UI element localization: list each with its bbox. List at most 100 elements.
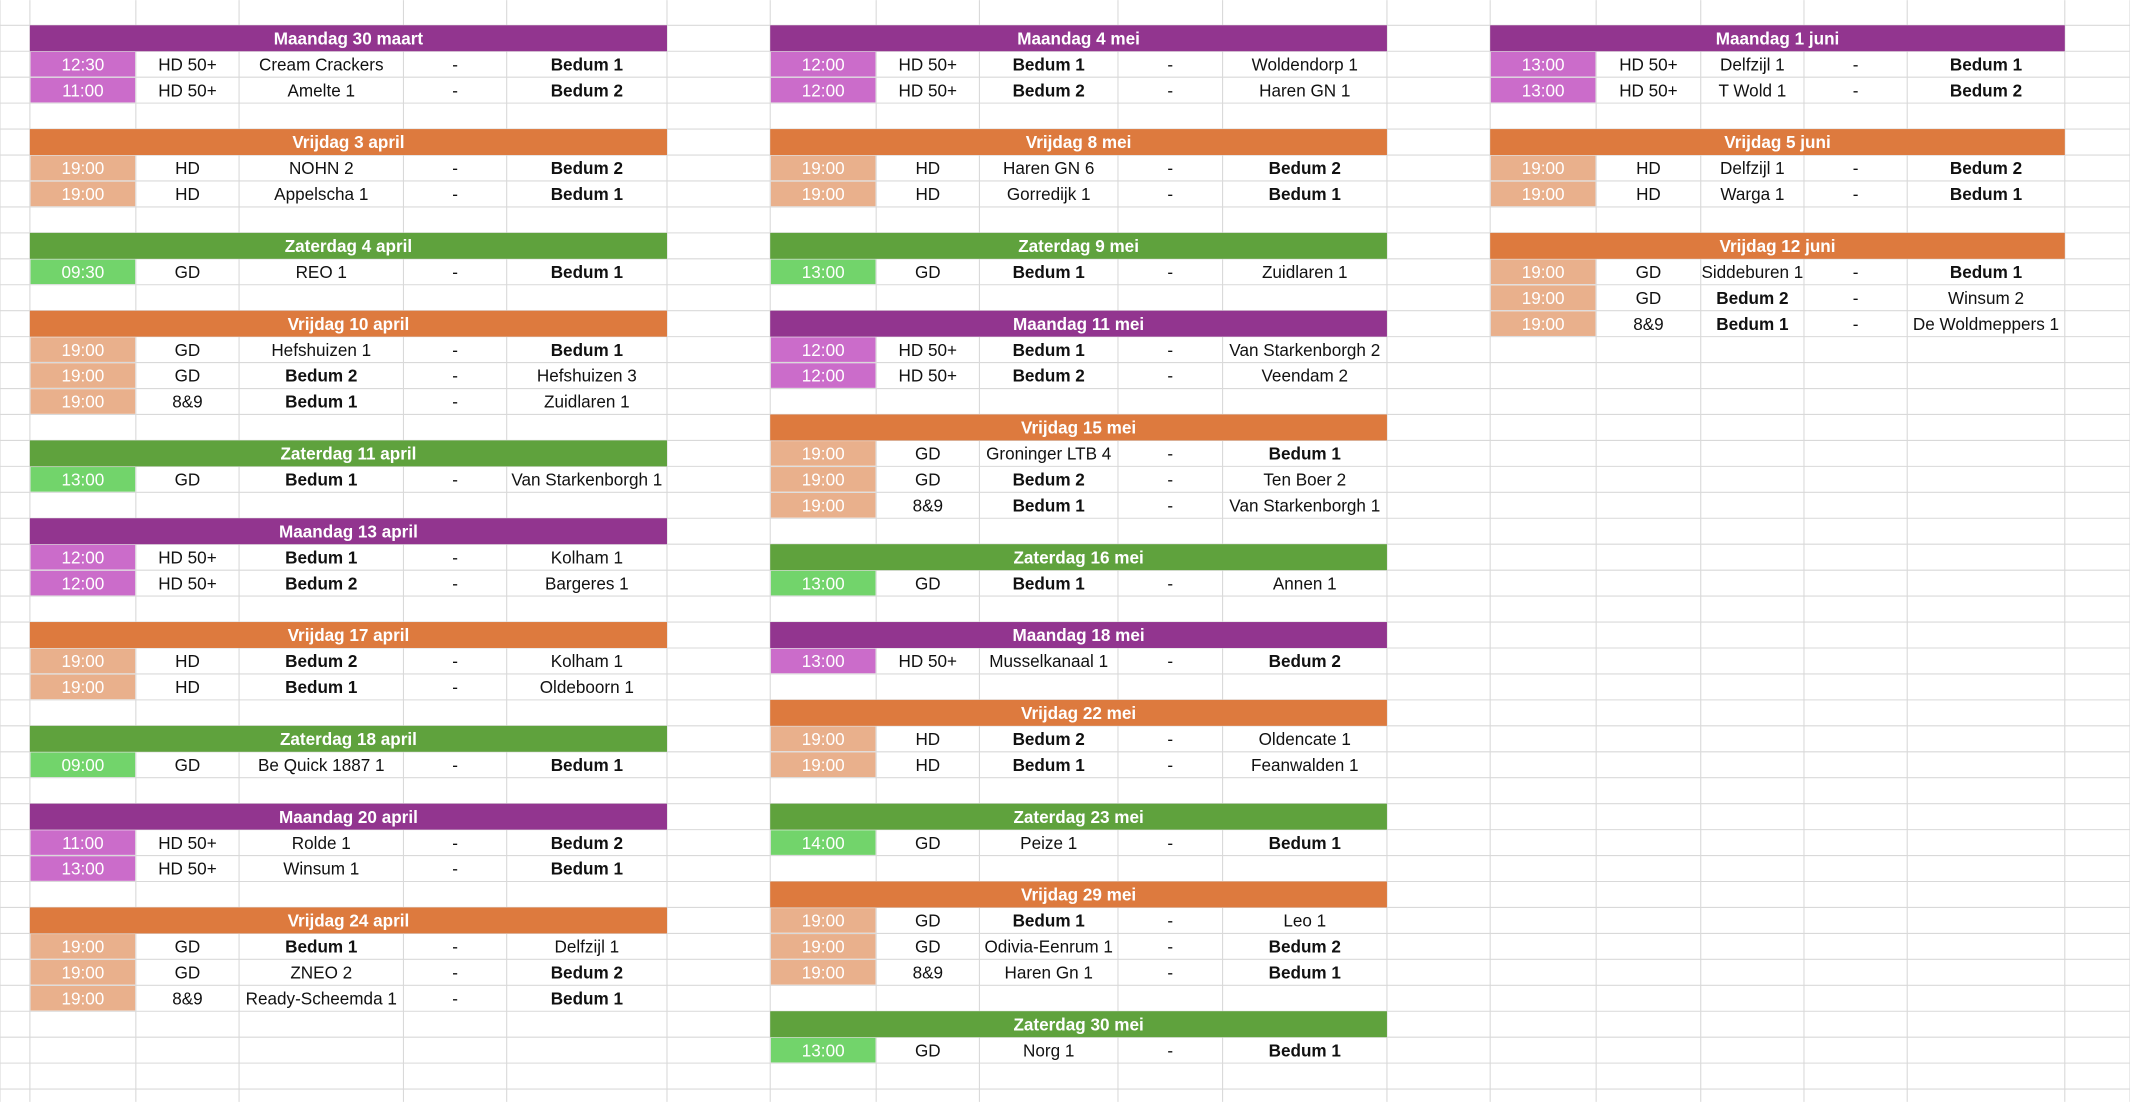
match-category: GD (915, 938, 941, 957)
match-category: GD (175, 367, 201, 386)
away-team: Ten Boer 2 (1263, 471, 1346, 490)
separator: - (1167, 652, 1173, 671)
match-category: HD (175, 159, 200, 178)
away-team: Bedum 2 (551, 963, 623, 982)
home-team: Norg 1 (1023, 1041, 1074, 1060)
match-time: 13:00 (802, 574, 845, 593)
match-time: 12:00 (802, 81, 845, 100)
home-team: Bedum 1 (1013, 756, 1086, 775)
day-header (1490, 232, 2065, 259)
match-time: 19:00 (802, 445, 845, 464)
home-team: Musselkanaal 1 (989, 652, 1108, 671)
day-header (29, 907, 667, 934)
match-row: 19:00 HD Delfzijl 1 - Bedum 2 (1490, 155, 2022, 181)
time-cell (30, 259, 136, 285)
day-title: Vrijdag 22 mei (1021, 704, 1136, 723)
separator: - (452, 574, 458, 593)
match-time: 13:00 (61, 860, 104, 879)
day-title: Zaterdag 23 mei (1013, 808, 1143, 827)
match-time: 14:00 (802, 834, 845, 853)
match-row: 19:00 8&9 Ready-Scheemda 1 - Bedum 1 (30, 985, 623, 1011)
time-cell (770, 155, 876, 181)
time-cell (1490, 311, 1596, 336)
match-row: 19:00 HD Warga 1 - Bedum 1 (1490, 181, 2023, 207)
day-title: Zaterdag 18 april (280, 730, 417, 749)
away-team: Woldendorp 1 (1252, 55, 1358, 74)
match-time: 19:00 (802, 185, 845, 204)
home-team: Bedum 1 (285, 548, 358, 567)
away-team: Oldencate 1 (1259, 730, 1351, 749)
match-row: 19:00 8&9 Bedum 1 - Zuidlaren 1 (30, 389, 630, 414)
away-team: Leo 1 (1283, 912, 1326, 931)
time-cell (30, 155, 136, 181)
separator: - (1167, 159, 1173, 178)
separator: - (452, 341, 458, 360)
time-cell (30, 570, 136, 596)
time-cell (30, 674, 136, 700)
match-time: 13:00 (1522, 81, 1565, 100)
separator: - (1853, 289, 1859, 308)
separator: - (1167, 938, 1173, 957)
home-team: Bedum 2 (1013, 367, 1085, 386)
away-team: Bedum 1 (551, 185, 624, 204)
match-row: 13:00 HD 50+ Winsum 1 - Bedum 1 (30, 856, 623, 881)
match-row: 19:00 GD Bedum 1 - Leo 1 (770, 908, 1326, 933)
separator: - (1853, 81, 1859, 100)
match-row: 19:00 GD ZNEO 2 - Bedum 2 (30, 960, 623, 985)
match-row: 12:00 HD 50+ Bedum 2 - Bargeres 1 (30, 570, 629, 596)
match-row: 13:00 HD 50+ Musselkanaal 1 - Bedum 2 (770, 648, 1341, 674)
day-title: Maandag 20 april (279, 808, 418, 827)
match-row: 09:00 GD Be Quick 1887 1 - Bedum 1 (30, 752, 623, 778)
match-time: 12:00 (61, 548, 104, 567)
day-title: Vrijdag 15 mei (1021, 419, 1136, 438)
match-category: HD (915, 756, 940, 775)
match-category: HD (175, 678, 200, 697)
match-category: HD 50+ (899, 652, 958, 671)
match-category: GD (915, 471, 941, 490)
home-team: Haren Gn 1 (1004, 963, 1092, 982)
match-category: 8&9 (172, 393, 202, 412)
match-row: 19:00 8&9 Haren Gn 1 - Bedum 1 (770, 960, 1341, 985)
time-cell (770, 908, 876, 933)
home-team: Amelte 1 (288, 81, 356, 100)
away-team: Bedum 2 (551, 834, 623, 853)
day-header (29, 310, 667, 337)
match-time: 19:00 (61, 938, 104, 957)
separator: - (1167, 445, 1173, 464)
home-team: Winsum 1 (283, 860, 359, 879)
day-header (770, 414, 1387, 441)
match-category: GD (1636, 263, 1662, 282)
separator: - (452, 963, 458, 982)
day-block: Vrijdag 10 april 19:00 GD Hefshuizen 1 - Bedu… (29, 310, 667, 414)
home-team: Bedum 1 (1013, 263, 1086, 282)
match-time: 19:00 (1522, 159, 1565, 178)
match-time: 12:00 (802, 367, 845, 386)
day-header (770, 803, 1387, 830)
day-block: Vrijdag 12 juni 19:00 GD Siddeburen 1 - Bedum… (1490, 232, 2065, 336)
day-header (770, 881, 1387, 908)
time-cell (770, 648, 876, 674)
away-team: Bedum 1 (1269, 1041, 1342, 1060)
separator: - (452, 81, 458, 100)
match-row: 19:00 8&9 Bedum 1 - De Woldmeppers 1 (1490, 311, 2059, 336)
day-header (770, 1011, 1387, 1038)
away-team: Bedum 1 (551, 263, 624, 282)
match-time: 19:00 (61, 393, 104, 412)
match-time: 13:00 (1522, 55, 1565, 74)
away-team: Bedum 1 (1950, 55, 2023, 74)
match-category: GD (915, 445, 941, 464)
match-time: 19:00 (1522, 263, 1565, 282)
away-team: Zuidlaren 1 (1262, 263, 1348, 282)
match-time: 19:00 (61, 367, 104, 386)
match-time: 19:00 (1522, 289, 1565, 308)
match-time: 19:00 (802, 496, 845, 515)
time-cell (1490, 285, 1596, 311)
home-team: Odivia-Eenrum 1 (985, 938, 1113, 957)
match-row: 19:00 GD Bedum 2 - Ten Boer 2 (770, 467, 1346, 492)
home-team: Warga 1 (1720, 185, 1784, 204)
match-row: 13:00 GD Bedum 1 - Zuidlaren 1 (770, 259, 1348, 285)
day-header (770, 622, 1387, 648)
match-category: 8&9 (1633, 315, 1663, 334)
